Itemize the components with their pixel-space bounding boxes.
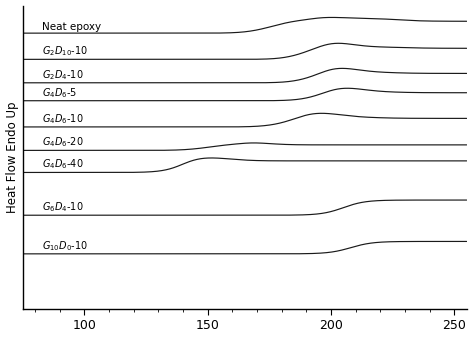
- Text: $G_6D_4$-10: $G_6D_4$-10: [43, 200, 84, 214]
- Text: $G_2D_{10}$-10: $G_2D_{10}$-10: [43, 44, 88, 58]
- Text: $G_4D_6$-20: $G_4D_6$-20: [43, 136, 84, 149]
- Text: $G_4D_6$-40: $G_4D_6$-40: [43, 158, 84, 171]
- Text: $G_2D_4$-10: $G_2D_4$-10: [43, 68, 84, 82]
- Text: Neat epoxy: Neat epoxy: [43, 22, 101, 32]
- Text: $G_{10}D_0$-10: $G_{10}D_0$-10: [43, 239, 88, 253]
- Text: $G_4D_6$-10: $G_4D_6$-10: [43, 112, 84, 126]
- Y-axis label: Heat Flow Endo Up: Heat Flow Endo Up: [6, 101, 18, 213]
- Text: $G_4D_6$-5: $G_4D_6$-5: [43, 86, 78, 100]
